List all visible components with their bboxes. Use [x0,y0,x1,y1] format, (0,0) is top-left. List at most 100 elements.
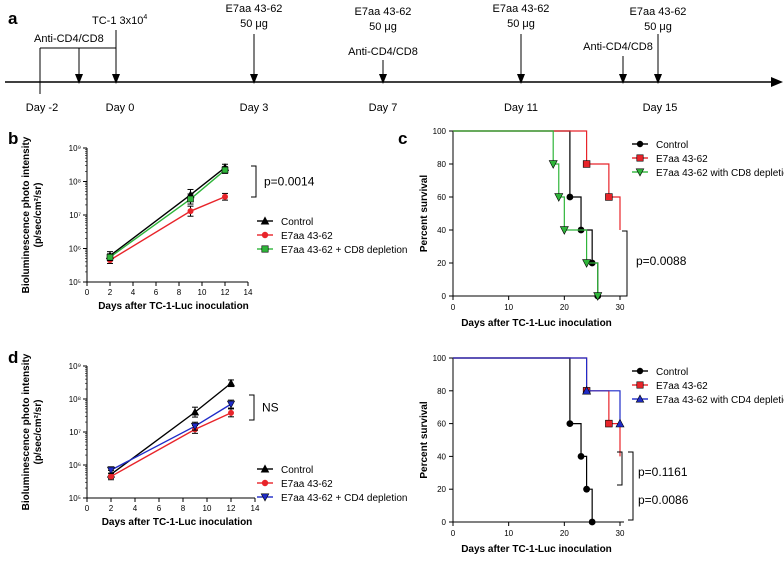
data-point [577,453,585,460]
data-point [106,253,114,261]
x-axis-title: Days after TC-1-Luc inoculation [98,301,249,312]
chart-d: 10⁵ 10⁶ 10⁷ 10⁸ 10⁹ 0 2 4 6 8 10 12 14 Days after TC-… [21,353,407,528]
chart-c: 0 20 40 60 80 100 0 10 20 30 Days after TC-1-Luc i… [419,127,784,329]
x-tick-label: 20 [560,303,569,312]
p-value-label: p=0.0014 [264,175,315,189]
data-point [636,154,644,162]
p-value-label: p=0.0088 [636,254,687,268]
panel-letter-c: c [398,129,407,148]
arrowhead [250,74,258,84]
data-point [605,193,613,201]
arrowhead [112,74,120,84]
series-line [110,403,232,471]
data-point [106,466,116,475]
survival-curve [453,130,599,296]
x-tick-label: 10 [203,504,212,513]
y-tick-label: 0 [442,518,447,527]
label-vaccine-day11-line1: E7aa 43-62 [493,3,550,15]
day-label: Day -2 [26,102,58,114]
y-tick-label: 10⁵ [69,278,81,287]
x-tick-label: 6 [154,288,159,297]
data-point [635,394,645,403]
data-point [260,493,270,502]
day-label: Day 7 [369,102,398,114]
data-point [635,168,645,177]
x-tick-label: 20 [560,529,569,538]
data-point [261,245,269,253]
survival-curve [453,130,621,230]
x-axis-title: Days after TC-1-Luc inoculation [102,517,253,528]
y-tick-label: 10⁸ [69,178,81,187]
data-point [187,195,194,203]
arrowhead [654,74,662,84]
legend-label: E7aa 43-62 with CD8 depletion [656,168,784,179]
x-tick-label: 8 [177,288,182,297]
series-line [110,412,232,478]
significance-bracket [628,451,634,521]
label-vaccine-day7-line2: 50 μg [369,21,397,33]
data-point [548,160,558,169]
chart-e: 0 20 40 60 80 100 0 10 20 30 Days after TC-1-Luc i… [419,354,784,555]
data-point [190,422,200,431]
data-point [260,216,270,225]
data-point [566,420,574,427]
data-point [221,166,229,174]
label-tc1-exp: 4 [143,14,147,21]
survival-curve [453,357,621,424]
legend-label: E7aa 43-62 with CD4 depletion [656,395,784,406]
p-value-label: p=0.1161 [638,465,688,479]
y-tick-label: 10⁷ [69,428,81,437]
y-tick-label: 10⁵ [69,494,81,503]
data-point [636,140,644,148]
series-line [109,169,226,258]
data-point [588,518,596,526]
x-tick-label: 0 [451,529,456,538]
label-anti-cd4-cd8-post: Anti-CD4/CD8 [583,41,653,53]
x-tick-label: 10 [504,303,513,312]
data-point [190,407,200,416]
data-point [554,193,564,202]
arrowhead [75,74,83,84]
legend-label: E7aa 43-62 + CD8 depletion [281,245,407,256]
label-vaccine-day15-line2: 50 μg [644,21,672,33]
series-line [109,167,226,257]
legend-label: Control [281,217,313,228]
panel-letter-b: b [8,129,18,148]
data-point [582,160,591,168]
x-tick-label: 0 [85,504,90,513]
significance-bracket [249,394,255,421]
p-value-label: NS [262,401,279,415]
x-tick-label: 2 [109,504,114,513]
significance-bracket [251,165,257,198]
y-tick-label: 10⁶ [69,461,81,470]
data-point [187,208,194,215]
y-tick-label: 10⁹ [69,144,81,153]
legend-label: Control [656,140,688,151]
label-tc1-text: TC-1 3x10 [92,15,143,27]
chart-b: 10⁵ 10⁶ 10⁷ 10⁸ 10⁹ 0 2 4 6 8 10 12 14 Days after TC-… [21,136,407,312]
data-point [582,385,592,395]
x-tick-label: 14 [244,288,253,297]
y-tick-label: 20 [437,259,446,268]
legend-label: E7aa 43-62 [281,231,333,242]
arrowhead [619,74,627,84]
x-axis-title: Days after TC-1-Luc inoculation [461,318,612,329]
day-label: Day 0 [106,102,135,114]
x-axis-title: Days after TC-1-Luc inoculation [461,544,612,555]
legend-label: Control [281,465,313,476]
x-tick-label: 4 [133,504,138,513]
data-point [108,473,114,480]
data-point [636,367,644,375]
data-point [260,464,270,473]
label-tc1: TC-1 3x104 [92,14,147,27]
data-point [261,231,269,239]
x-tick-label: 0 [451,303,456,312]
significance-bracket [622,230,628,297]
significance-bracket [617,451,623,486]
data-point [615,418,625,428]
x-tick-label: 14 [251,504,260,513]
arrowhead [379,74,387,84]
y-axis-title-units: (p/sec/cm²/sr) [33,399,44,464]
y-tick-label: 60 [437,193,446,202]
series-line [109,196,226,261]
